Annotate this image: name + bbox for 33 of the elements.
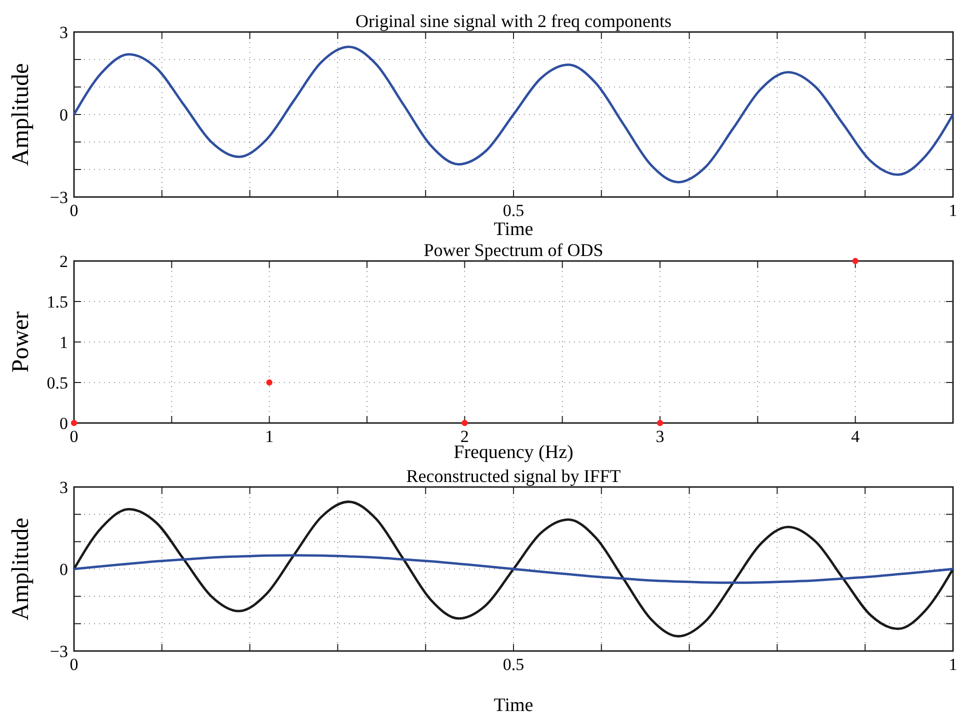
- x-tick-label: 1: [948, 201, 958, 220]
- y-tick-label: 0: [60, 106, 68, 124]
- y-tick-label: 0.5: [46, 374, 68, 392]
- y-tick-label: 3: [60, 478, 68, 497]
- point: [462, 420, 468, 426]
- point: [852, 258, 858, 264]
- y-tick-label: 2: [60, 252, 68, 271]
- y-axis-title: Amplitude: [8, 63, 34, 166]
- y-tick-label: −3: [50, 642, 68, 661]
- chart-title: Reconstructed signal by IFFT: [406, 466, 621, 486]
- x-tick-label: 0.5: [502, 655, 524, 674]
- line-series: [72, 46, 954, 184]
- y-axis-title: Amplitude: [8, 518, 34, 620]
- y-tick-label: 0: [60, 560, 68, 579]
- x-tick-label: 1: [265, 427, 274, 446]
- x-axis-title: Time: [494, 695, 534, 716]
- line-series: [72, 554, 954, 584]
- y-tick-label: 3: [60, 23, 68, 42]
- chart-title: Power Spectrum of ODS: [424, 240, 604, 260]
- y-tick-label: 1: [60, 333, 68, 352]
- y-axis-title: Power: [8, 311, 34, 373]
- point: [70, 420, 78, 426]
- x-tick-label: 0.5: [502, 201, 524, 220]
- x-tick-label: 3: [656, 427, 664, 446]
- point: [266, 379, 272, 386]
- y-tick-label: 1.5: [46, 292, 68, 312]
- x-tick-label: 1: [948, 655, 958, 674]
- chart-title: Original sine signal with 2 freq components: [356, 11, 672, 31]
- y-tick-label: −3: [50, 188, 68, 207]
- point: [656, 420, 664, 426]
- x-tick-label: 4: [851, 427, 860, 446]
- y-tick-label: 0: [60, 414, 68, 433]
- x-axis-title: Time: [494, 219, 534, 240]
